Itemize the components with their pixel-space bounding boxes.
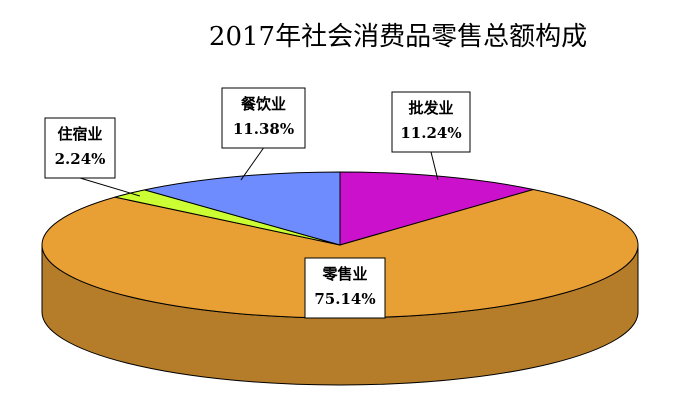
label-value: 2.24%	[55, 150, 106, 168]
label-category: 零售业	[321, 265, 367, 283]
label-category: 住宿业	[57, 125, 102, 143]
chart-title: 2017年社会消费品零售总额构成	[209, 22, 587, 52]
label-value: 11.38%	[233, 120, 294, 138]
leader-line	[430, 151, 439, 181]
label-box	[221, 87, 306, 149]
label-category: 餐饮业	[241, 95, 286, 113]
leader-line	[240, 147, 264, 181]
data-labels: 批发业 11.24% 零售业 75.14% 住宿业 2.24% 餐饮业 11.38%	[44, 87, 471, 319]
leader-line	[79, 177, 140, 197]
label-category: 批发业	[408, 99, 453, 117]
label-box	[304, 257, 386, 319]
slice	[339, 171, 534, 246]
label-value: 11.24%	[400, 124, 461, 142]
label-box	[44, 117, 116, 179]
label-box	[391, 91, 471, 153]
slice-side-shade	[42, 245, 638, 385]
slice	[144, 171, 341, 246]
pie-tops	[41, 171, 639, 319]
label-value: 75.14%	[314, 290, 375, 308]
